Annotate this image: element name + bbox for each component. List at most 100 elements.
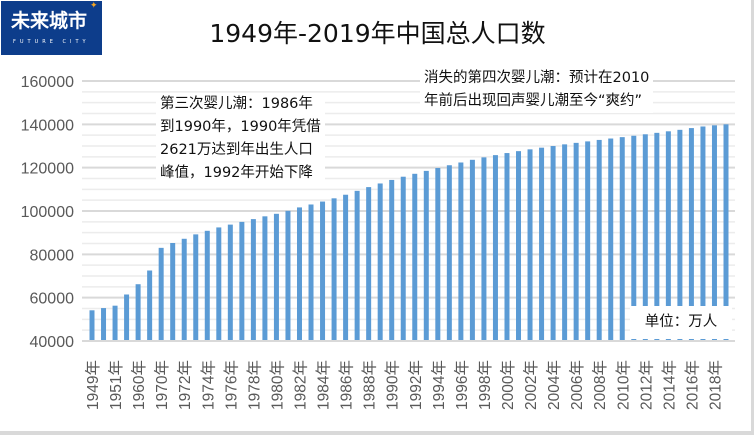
bar-1975年 (216, 227, 222, 341)
bar-2001年 (516, 151, 522, 341)
bar-1960年 (135, 284, 141, 341)
bar-1950年 (101, 308, 107, 341)
bar-1971年 (170, 243, 176, 341)
bar-2009年 (608, 138, 614, 341)
bar-1951年 (112, 305, 118, 341)
bar-2010年 (619, 137, 625, 341)
annotation-line: 消失的第四次婴儿潮：预计在2010 (424, 70, 650, 86)
x-tick-label: 1982年 (291, 360, 309, 410)
bar-2014年 (665, 131, 671, 341)
bar-1990年 (389, 179, 395, 341)
bar-1982年 (296, 207, 302, 341)
y-tick-label: 140000 (21, 117, 74, 134)
unit-label: 单位：万人 (630, 306, 732, 339)
x-tick-label: 1980年 (268, 360, 286, 410)
bar-2003年 (539, 147, 545, 341)
x-tick-label: 2008年 (591, 360, 609, 410)
bar-1995年 (446, 165, 452, 341)
x-tick-label: 1974年 (199, 360, 217, 410)
bar-1973年 (193, 234, 199, 341)
bar-2015年 (677, 129, 683, 341)
x-tick-label: 1988年 (361, 360, 379, 410)
annotation-line: 2621万达到年出生人口 (160, 142, 313, 158)
annotation-line: 第三次婴儿潮：1986年 (160, 96, 313, 112)
y-tick-label: 160000 (21, 74, 74, 91)
bar-1977年 (239, 221, 245, 341)
bar-1972年 (181, 238, 187, 341)
x-tick-label: 2014年 (660, 360, 678, 410)
x-tick-label: 1949年 (84, 360, 102, 410)
chart-title: 1949年-2019年中国总人口数 (209, 19, 546, 48)
x-tick-label: 1992年 (407, 360, 425, 410)
y-tick-label: 100000 (21, 204, 74, 221)
bar-1955年 (124, 294, 130, 341)
bar-1979年 (262, 216, 268, 341)
bar-2013年 (654, 132, 660, 341)
bar-1980年 (273, 213, 279, 341)
x-tick-label: 2000年 (499, 360, 517, 410)
annotation-line: 年前后出现回声婴儿潮至今“爽约” (424, 93, 643, 109)
bar-2005年 (562, 144, 568, 341)
bar-1994年 (435, 167, 441, 341)
bar-2017年 (700, 126, 706, 341)
bar-1949年 (89, 310, 95, 341)
x-tick-label: 1972年 (176, 360, 194, 410)
annotation-fourth-baby-boom: 消失的第四次婴儿潮：预计在2010 年前后出现回声婴儿潮至今“爽约” (420, 67, 654, 113)
x-tick-label: 1984年 (315, 360, 333, 410)
bar-1993年 (423, 170, 429, 341)
x-tick-label: 1978年 (245, 360, 263, 410)
bar-1992年 (412, 173, 418, 341)
bar-1978年 (250, 219, 256, 341)
y-tick-label: 80000 (30, 247, 75, 264)
star-icon: ✦ (90, 1, 98, 11)
x-tick-label: 2016年 (683, 360, 701, 410)
x-tick-label: 1994年 (430, 360, 448, 410)
bar-1976年 (227, 224, 233, 341)
bar-2016年 (688, 128, 694, 341)
x-tick-label: 2012年 (637, 360, 655, 410)
x-tick-label: 1990年 (384, 360, 402, 410)
bar-2011年 (631, 135, 637, 341)
x-tick-label: 2018年 (706, 360, 724, 410)
annotation-line: 到1990年，1990年凭借 (160, 119, 321, 135)
bar-2019年 (723, 124, 729, 341)
bar-1986年 (343, 194, 349, 341)
x-tick-label: 1976年 (222, 360, 240, 410)
bar-2000年 (504, 153, 510, 341)
y-tick-label: 120000 (21, 161, 74, 178)
bar-1985年 (331, 198, 337, 341)
bar-2012年 (642, 134, 648, 341)
y-tick-label: 60000 (30, 291, 75, 308)
x-tick-label: 1960年 (130, 360, 148, 410)
bar-1998年 (481, 157, 487, 341)
x-tick-label: 1986年 (338, 360, 356, 410)
bar-1983年 (308, 204, 314, 341)
y-tick-label: 40000 (30, 334, 75, 351)
x-tick-label: 1970年 (153, 360, 171, 410)
bar-2002年 (527, 149, 533, 341)
bar-1996年 (458, 162, 464, 341)
bar-1999年 (492, 155, 498, 341)
bar-2007年 (585, 141, 591, 341)
bar-2008年 (596, 139, 602, 341)
logo: ✦ 未来城市 FUTURE CITY (1, 1, 102, 55)
x-tick-label: 1996年 (453, 360, 471, 410)
bar-1997年 (469, 159, 475, 341)
bar-1965年 (147, 270, 153, 341)
bar-1981年 (285, 210, 291, 341)
x-tick-label: 1998年 (476, 360, 494, 410)
bar-1987年 (354, 190, 360, 341)
bar-1970年 (158, 247, 164, 341)
x-tick-label: 1951年 (107, 360, 125, 410)
bar-2006年 (573, 142, 579, 341)
bar-2004年 (550, 146, 556, 341)
x-tick-label: 2004年 (545, 360, 563, 410)
bar-2018年 (711, 125, 717, 341)
annotation-third-baby-boom: 第三次婴儿潮：1986年 到1990年，1990年凭借 2621万达到年出生人口… (156, 93, 325, 185)
bar-1988年 (366, 187, 372, 341)
bar-1991年 (400, 176, 406, 341)
x-tick-label: 2006年 (568, 360, 586, 410)
